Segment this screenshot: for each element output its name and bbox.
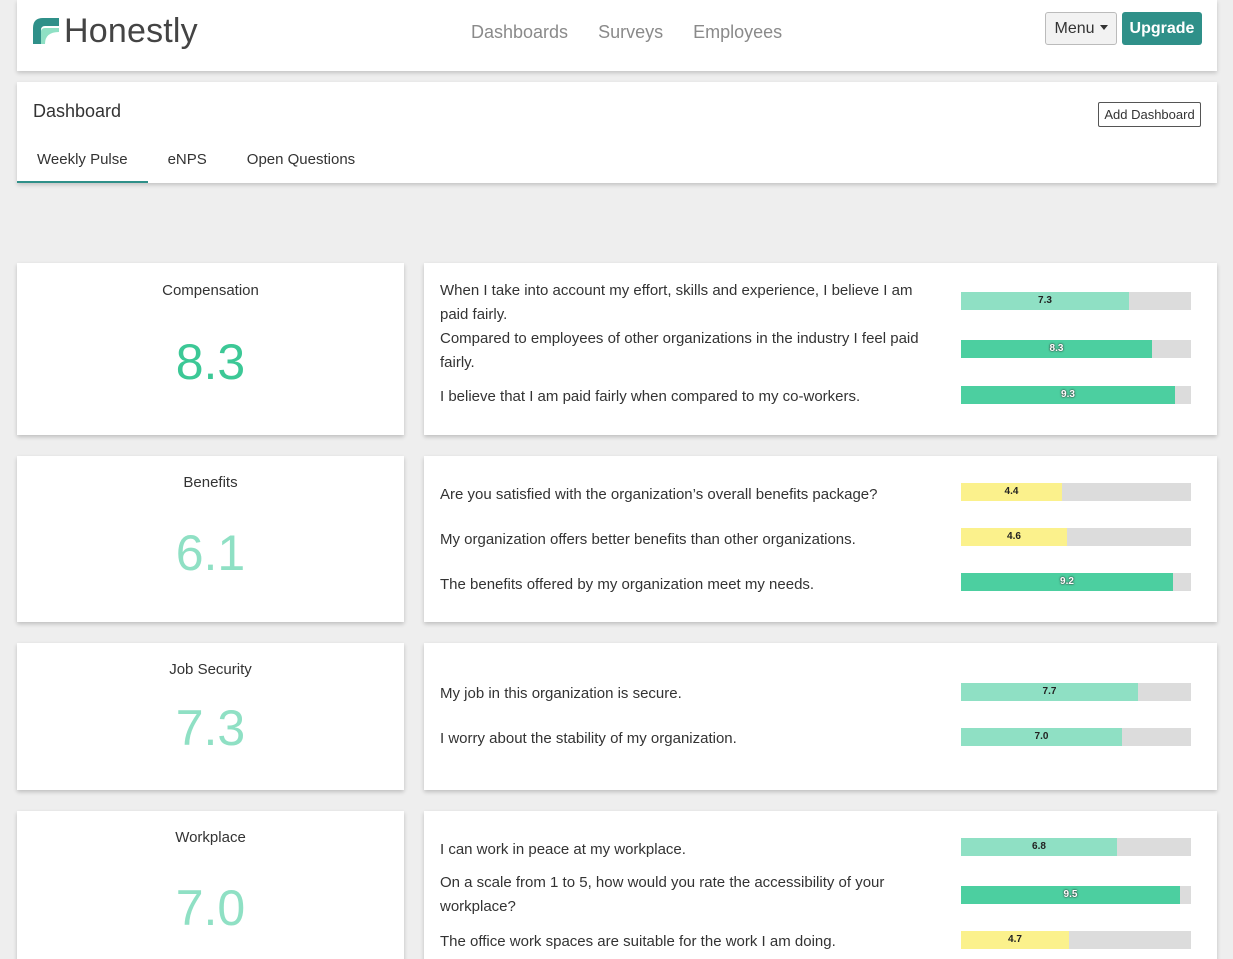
score-bar-label: 6.8 [1032,841,1046,852]
score-bar-label: 7.7 [1042,686,1057,697]
score-bar-fill: 7.0 [961,728,1122,746]
score-bar-label: 4.4 [1004,486,1019,497]
score-bar-label: 9.3 [1061,389,1075,400]
score-bar: 4.4 [961,483,1191,501]
score-bar-fill: 9.3 [961,386,1175,404]
score-bar-label: 9.5 [1063,889,1078,900]
menu-label: Menu [1054,19,1095,37]
score-bar: 7.7 [961,683,1191,701]
score-bar: 7.0 [961,728,1191,746]
score-bar: 7.3 [961,292,1191,310]
score-bar-fill: 4.4 [961,483,1062,501]
question-text: The benefits offered by my organization … [440,576,815,593]
score-card-compensation: Compensation 8.3 [17,263,404,435]
score-bar-label: 7.0 [1034,731,1049,742]
question-text: I believe that I am paid fairly when com… [440,388,861,405]
score-bar: 4.7 [961,931,1191,949]
score-bar-label: 9.2 [1060,576,1074,587]
questions-card-benefits: Are you satisfied with the organization’… [424,456,1217,622]
category-score: 6.1 [175,525,246,581]
dashboard-header: Dashboard Add Dashboard Weekly Pulse eNP… [17,82,1217,183]
category-score: 8.3 [175,334,246,390]
category-score: 7.0 [175,880,246,936]
nav-dashboards[interactable]: Dashboards [471,22,569,42]
score-bar-label: 8.3 [1049,343,1064,354]
score-bar-label: 4.7 [1008,934,1022,945]
question-text: The office work spaces are suitable for … [440,933,836,950]
question-text: My organization offers better benefits t… [440,531,856,548]
score-bar: 9.3 [961,386,1191,404]
score-bar-fill: 4.6 [961,528,1067,546]
score-bar-fill: 7.7 [961,683,1138,701]
score-bar: 6.8 [961,838,1191,856]
add-dashboard-button[interactable]: Add Dashboard [1098,102,1201,127]
caret-down-icon [1099,24,1108,30]
score-bar-fill: 7.3 [961,292,1129,310]
score-bar-fill: 4.7 [961,931,1069,949]
category-title: Benefits [183,474,238,491]
tab-enps[interactable]: eNPS [167,151,207,168]
questions-card-workplace: I can work in peace at my workplace. 6.8 O… [424,811,1217,959]
main-nav: Dashboards Surveys Employees [471,20,812,44]
score-bar-fill: 9.2 [961,573,1173,591]
score-bar: 8.3 [961,340,1191,358]
score-bar-fill: 8.3 [961,340,1152,358]
score-bar: 4.6 [961,528,1191,546]
nav-surveys[interactable]: Surveys [598,22,664,42]
question-text: I worry about the stability of my organi… [440,730,737,747]
score-bar: 9.2 [961,573,1191,591]
category-title: Job Security [169,661,252,678]
category-title: Compensation [162,282,259,299]
question-text: Compared to employees of other organizat… [440,330,919,371]
brand-name: Honestly [64,12,198,50]
tab-weekly-pulse[interactable]: Weekly Pulse [17,150,148,183]
questions-card-job-security: My job in this organization is secure. 7.… [424,643,1217,790]
question-text: On a scale from 1 to 5, how would you ra… [440,874,885,915]
tab-open-questions[interactable]: Open Questions [246,151,356,168]
upgrade-button[interactable]: Upgrade [1122,12,1202,45]
question-text: When I take into account my effort, skil… [440,282,913,323]
dashboard-tabs: Weekly Pulse eNPS Open Questions [17,150,375,183]
score-card-workplace: Workplace 7.0 [17,811,404,959]
brand-logo[interactable]: Honestly [31,11,198,51]
questions-card-compensation: When I take into account my effort, skil… [424,263,1217,435]
question-text: Are you satisfied with the organization’… [440,486,878,503]
score-card-job-security: Job Security 7.3 [17,643,404,790]
score-bar: 9.5 [961,886,1191,904]
top-navbar: Honestly Dashboards Surveys Employees Me… [17,0,1217,71]
score-bar-label: 7.3 [1038,295,1052,306]
honestly-logo-icon [31,16,61,46]
menu-dropdown-button[interactable]: Menu [1045,12,1117,45]
question-text: I can work in peace at my workplace. [440,841,686,858]
score-bar-label: 4.6 [1007,531,1021,542]
score-bar-fill: 9.5 [961,886,1180,904]
score-bar-fill: 6.8 [961,838,1117,856]
page-title: Dashboard [33,101,122,121]
nav-employees[interactable]: Employees [693,22,783,42]
category-title: Workplace [175,829,246,846]
category-score: 7.3 [175,700,246,756]
question-text: My job in this organization is secure. [440,685,682,702]
score-card-benefits: Benefits 6.1 [17,456,404,622]
